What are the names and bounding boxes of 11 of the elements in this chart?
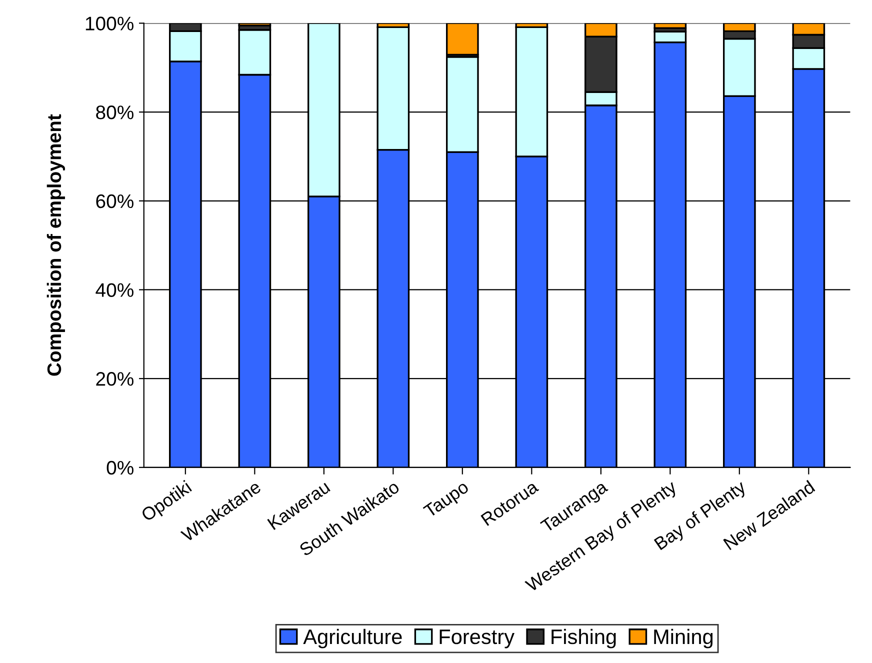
legend-label: Mining — [654, 628, 713, 648]
y-tick-label: 100% — [86, 16, 134, 30]
legend-label: Agriculture — [303, 628, 402, 648]
y-tick-label: 60% — [96, 194, 134, 208]
legend-label: Fishing — [552, 628, 616, 648]
y-tick-label: 0% — [106, 460, 134, 475]
y-axis-title: Composition of employment — [46, 114, 65, 376]
y-tick-label: 80% — [96, 106, 134, 120]
legend-label: Forestry — [440, 630, 514, 648]
y-tick-label: 20% — [96, 372, 134, 386]
y-tick-label: 40% — [96, 283, 134, 297]
